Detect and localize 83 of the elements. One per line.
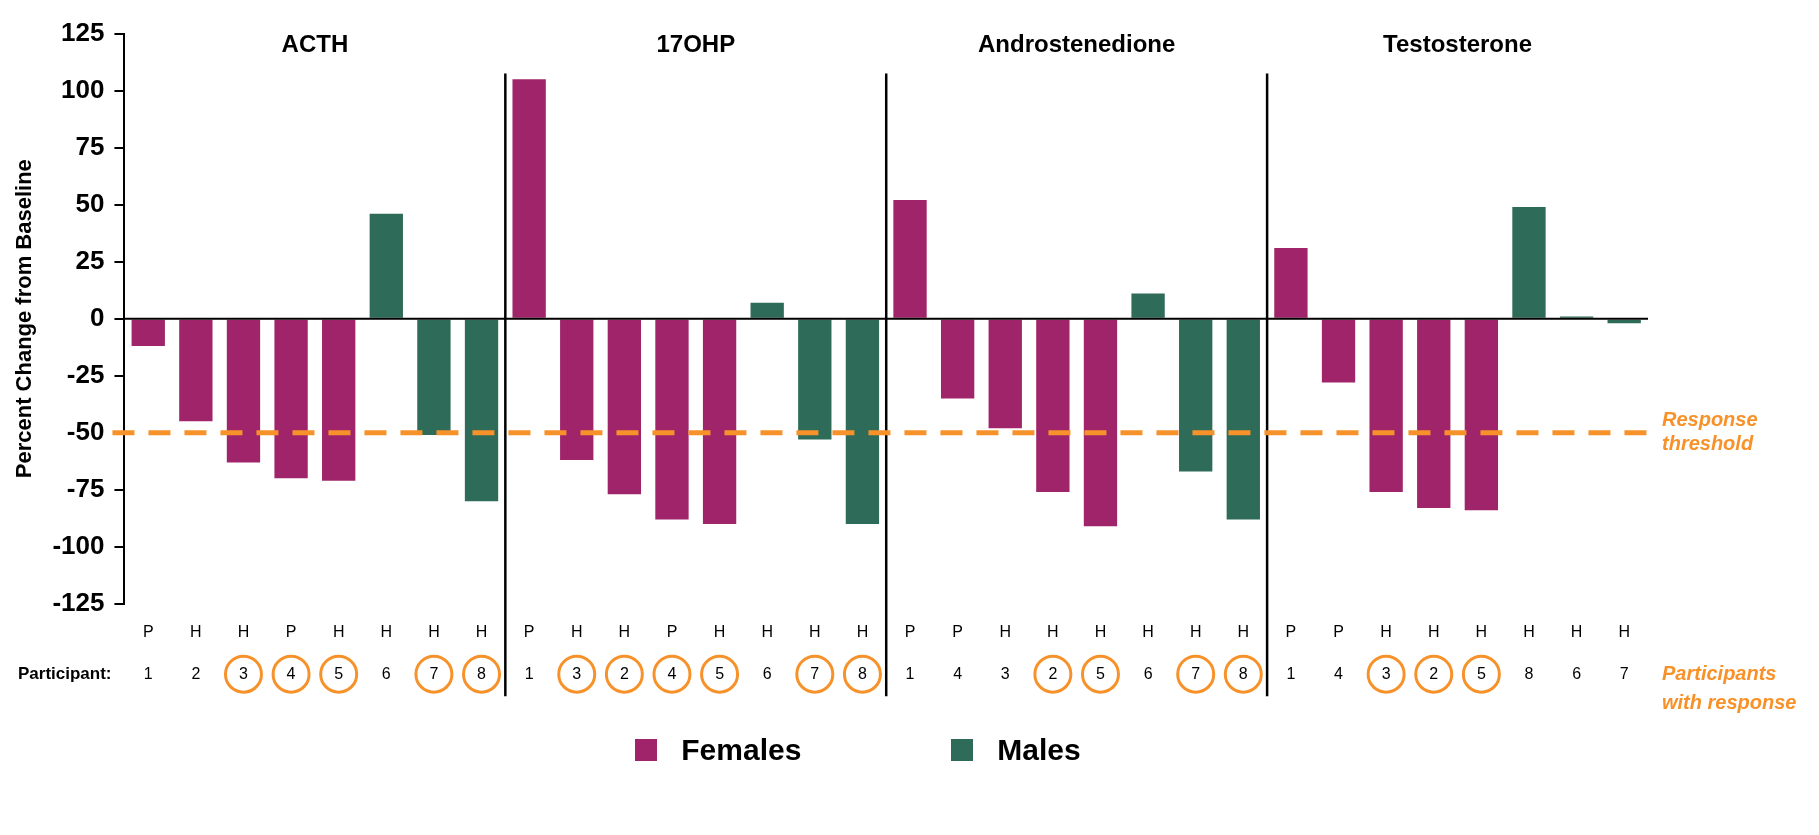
ref-line-label: Response threshold <box>1662 408 1758 455</box>
category-label: P 1 <box>142 623 154 682</box>
text: Participants with response <box>1662 661 1797 713</box>
category-label: H 6 <box>761 623 773 682</box>
legend-label: Females <box>681 733 802 767</box>
y-tick-label: 0 <box>89 301 105 332</box>
bar <box>988 319 1022 429</box>
category-label: P 1 <box>904 623 916 682</box>
bar <box>1083 319 1118 527</box>
annotation: Androstenedione <box>977 30 1176 58</box>
y-tick-label: 75 <box>75 130 105 161</box>
category-label: H 7 <box>809 623 821 682</box>
y-tick-label: -25 <box>66 358 105 389</box>
bar <box>1131 293 1165 318</box>
category-label: P 4 <box>1333 623 1344 682</box>
category-label: H 5 <box>713 623 726 682</box>
y-tick-label: 100 <box>61 73 105 104</box>
category-label: H 5 <box>1475 623 1488 682</box>
category-label: H 2 <box>1047 623 1059 682</box>
bar <box>560 319 594 461</box>
bar <box>417 319 451 436</box>
bar <box>1512 206 1546 318</box>
text: Participant: <box>18 663 112 683</box>
y-tick-label: -75 <box>66 472 105 503</box>
annotation: Testosterone <box>1383 30 1533 58</box>
category-label: H 8 <box>1237 623 1250 682</box>
category-label: H 6 <box>1142 623 1154 682</box>
legend-label: Males <box>997 733 1081 767</box>
category-label: H 6 <box>1570 623 1583 682</box>
bar <box>179 319 213 422</box>
bar <box>274 319 308 479</box>
y-axis-title: Percent Change from Baseline <box>11 159 37 479</box>
bar <box>940 319 975 399</box>
bar <box>512 79 546 318</box>
bar <box>655 319 689 520</box>
annotation: 17OHP <box>656 30 736 58</box>
bar <box>702 319 737 524</box>
category-label: P 1 <box>523 623 535 682</box>
category-label: P 4 <box>285 623 297 682</box>
annotation: ACTH <box>281 30 349 58</box>
bar <box>1464 319 1499 511</box>
category-label: H 2 <box>1427 623 1440 682</box>
bar <box>845 319 880 524</box>
category-label: P 4 <box>666 623 678 682</box>
category-label: H 8 <box>856 623 869 682</box>
category-label: H 3 <box>999 623 1012 682</box>
category-label: H 5 <box>332 623 345 682</box>
bar <box>464 319 499 502</box>
category-label: H 2 <box>190 623 202 682</box>
category-label: H 5 <box>1094 623 1107 682</box>
category-label: P 4 <box>952 623 963 682</box>
bar <box>1369 319 1403 493</box>
bar <box>893 200 927 318</box>
bar <box>131 319 165 347</box>
bar <box>1226 319 1260 520</box>
category-label: H 3 <box>1380 623 1392 682</box>
bar <box>1274 248 1308 318</box>
bar <box>322 319 356 481</box>
bar <box>607 319 642 495</box>
y-tick-label: -100 <box>52 529 105 560</box>
bar <box>226 319 261 463</box>
bar <box>750 302 784 318</box>
category-label: H 8 <box>1523 623 1535 682</box>
category-label: H 7 <box>428 623 440 682</box>
bar <box>1036 319 1070 493</box>
category-label: H 3 <box>570 623 583 682</box>
bar <box>1179 319 1213 472</box>
bar <box>1417 319 1451 509</box>
category-label: H 3 <box>237 623 250 682</box>
category-label: H 6 <box>380 623 393 682</box>
y-tick-label: 25 <box>75 244 105 275</box>
category-label: H 2 <box>618 623 631 682</box>
y-tick-label: 50 <box>75 187 105 218</box>
y-tick-label: -50 <box>66 415 105 446</box>
category-label: H 8 <box>475 623 488 682</box>
y-tick-label: 125 <box>61 16 105 47</box>
category-label: P 1 <box>1285 623 1297 682</box>
category-label: H 7 <box>1189 623 1202 682</box>
bar <box>369 213 403 318</box>
y-tick-label: -125 <box>52 586 105 617</box>
bar <box>1321 319 1356 383</box>
bar <box>798 319 832 440</box>
category-label: H 7 <box>1618 623 1630 682</box>
